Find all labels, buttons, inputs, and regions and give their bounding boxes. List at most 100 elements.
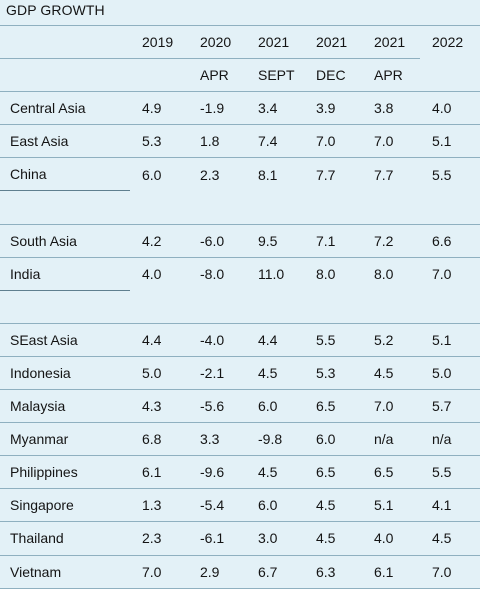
- table-row: Indonesia 5.0 -2.1 4.5 5.3 4.5 5.0: [0, 355, 480, 390]
- column-year-header: 2021: [304, 24, 362, 59]
- growth-value-cell: 7.0: [420, 554, 480, 589]
- country-label: East Asia: [0, 124, 130, 158]
- growth-value-cell: 4.4: [130, 322, 188, 357]
- growth-value-cell: 5.1: [420, 124, 480, 158]
- growth-value-cell: 7.2: [362, 223, 420, 258]
- group-separator-cell: [130, 290, 480, 323]
- growth-value-cell: 4.5: [362, 355, 420, 390]
- table-row: Central Asia 4.9 -1.9 3.4 3.9 3.8 4.0: [0, 91, 480, 125]
- growth-value-cell: 2.3: [188, 157, 246, 191]
- growth-value-cell: 8.0: [304, 256, 362, 291]
- country-label: Thailand: [0, 521, 130, 555]
- growth-value-cell: 7.0: [130, 554, 188, 589]
- growth-value-cell: 4.5: [304, 488, 362, 522]
- growth-value-cell: 5.5: [420, 455, 480, 489]
- growth-value-cell: 5.3: [304, 355, 362, 390]
- growth-value-cell: -8.0: [188, 256, 246, 291]
- growth-value-cell: 5.1: [362, 488, 420, 522]
- header-blank-cell: [0, 58, 130, 92]
- growth-value-cell: 7.7: [304, 157, 362, 191]
- header-blank-cell: [0, 24, 130, 59]
- growth-value-cell: -6.0: [188, 223, 246, 258]
- growth-value-cell: 6.5: [304, 389, 362, 423]
- growth-value-cell: 4.5: [420, 521, 480, 555]
- table-row: Singapore 1.3 -5.4 6.0 4.5 5.1 4.1: [0, 488, 480, 522]
- country-label: Philippines: [0, 455, 130, 489]
- growth-value-cell: 3.9: [304, 91, 362, 125]
- growth-value-cell: 4.0: [130, 256, 188, 291]
- country-label: Malaysia: [0, 389, 130, 423]
- growth-value-cell: 2.3: [130, 521, 188, 555]
- header-row-years: 2019 2020 2021 2021 2021 2022: [0, 24, 480, 59]
- column-month-header: [130, 58, 188, 92]
- growth-value-cell: 6.1: [362, 554, 420, 589]
- growth-value-cell: 4.1: [420, 488, 480, 522]
- growth-value-cell: -2.1: [188, 355, 246, 390]
- growth-value-cell: -6.1: [188, 521, 246, 555]
- growth-value-cell: 4.4: [246, 322, 304, 357]
- growth-value-cell: 6.0: [304, 422, 362, 456]
- column-year-header: 2020: [188, 24, 246, 59]
- column-month-header: APR: [362, 58, 420, 92]
- growth-value-cell: 7.4: [246, 124, 304, 158]
- growth-value-cell: 6.8: [130, 422, 188, 456]
- country-label: South Asia: [0, 223, 130, 258]
- growth-value-cell: 1.8: [188, 124, 246, 158]
- table-row: Vietnam 7.0 2.9 6.7 6.3 6.1 7.0: [0, 554, 480, 589]
- growth-value-cell: 6.6: [420, 223, 480, 258]
- table-row: China 6.0 2.3 8.1 7.7 7.7 5.5: [0, 157, 480, 191]
- growth-value-cell: 8.1: [246, 157, 304, 191]
- growth-value-cell: 7.7: [362, 157, 420, 191]
- column-year-header: 2021: [362, 24, 420, 59]
- growth-value-cell: 5.2: [362, 322, 420, 357]
- growth-value-cell: 4.2: [130, 223, 188, 258]
- group-separator-cell: [130, 191, 480, 224]
- group-separator-row: [0, 289, 480, 324]
- growth-value-cell: 5.7: [420, 389, 480, 423]
- growth-value-cell: 6.3: [304, 554, 362, 589]
- growth-value-cell: 6.0: [246, 389, 304, 423]
- gdp-growth-table: 2019 2020 2021 2021 2021 2022 APR SEPT DEC APR Cen…: [0, 24, 480, 589]
- growth-value-cell: -1.9: [188, 91, 246, 125]
- growth-value-cell: 7.0: [304, 124, 362, 158]
- growth-value-cell: 4.5: [304, 521, 362, 555]
- country-label: Central Asia: [0, 91, 130, 125]
- country-label: Myanmar: [0, 422, 130, 456]
- growth-value-cell: 9.5: [246, 223, 304, 258]
- growth-value-cell: 7.0: [420, 256, 480, 291]
- growth-value-cell: 6.7: [246, 554, 304, 589]
- column-month-header: APR: [188, 58, 246, 92]
- growth-value-cell: 4.5: [246, 355, 304, 390]
- table-title: GDP GROWTH: [6, 2, 105, 18]
- growth-value-cell: 3.8: [362, 91, 420, 125]
- column-year-header: 2022: [420, 24, 480, 59]
- growth-value-cell: 4.5: [246, 455, 304, 489]
- growth-value-cell: 11.0: [246, 256, 304, 291]
- growth-value-cell: -9.8: [246, 422, 304, 456]
- growth-value-cell: 5.0: [130, 355, 188, 390]
- group-separator-row: [0, 190, 480, 225]
- table-row: Myanmar 6.8 3.3 -9.8 6.0 n/a n/a: [0, 422, 480, 456]
- column-month-header: SEPT: [246, 58, 304, 92]
- column-year-header: 2019: [130, 24, 188, 59]
- growth-value-cell: 5.3: [130, 124, 188, 158]
- growth-value-cell: 4.3: [130, 389, 188, 423]
- group-separator-cell: [0, 289, 130, 324]
- table-row: South Asia 4.2 -6.0 9.5 7.1 7.2 6.6: [0, 223, 480, 258]
- growth-value-cell: 7.0: [362, 389, 420, 423]
- growth-value-cell: n/a: [420, 422, 480, 456]
- growth-value-cell: 5.5: [420, 157, 480, 191]
- growth-value-cell: 5.0: [420, 355, 480, 390]
- growth-value-cell: 6.5: [362, 455, 420, 489]
- growth-value-cell: 3.0: [246, 521, 304, 555]
- table-row: India 4.0 -8.0 11.0 8.0 8.0 7.0: [0, 256, 480, 291]
- growth-value-cell: 6.5: [304, 455, 362, 489]
- country-label: China: [0, 157, 130, 191]
- table-row: Thailand 2.3 -6.1 3.0 4.5 4.0 4.5: [0, 521, 480, 555]
- country-label: SEast Asia: [0, 322, 130, 357]
- growth-value-cell: -9.6: [188, 455, 246, 489]
- group-separator-cell: [0, 190, 130, 225]
- growth-value-cell: 3.4: [246, 91, 304, 125]
- growth-value-cell: 1.3: [130, 488, 188, 522]
- table-row: Malaysia 4.3 -5.6 6.0 6.5 7.0 5.7: [0, 389, 480, 423]
